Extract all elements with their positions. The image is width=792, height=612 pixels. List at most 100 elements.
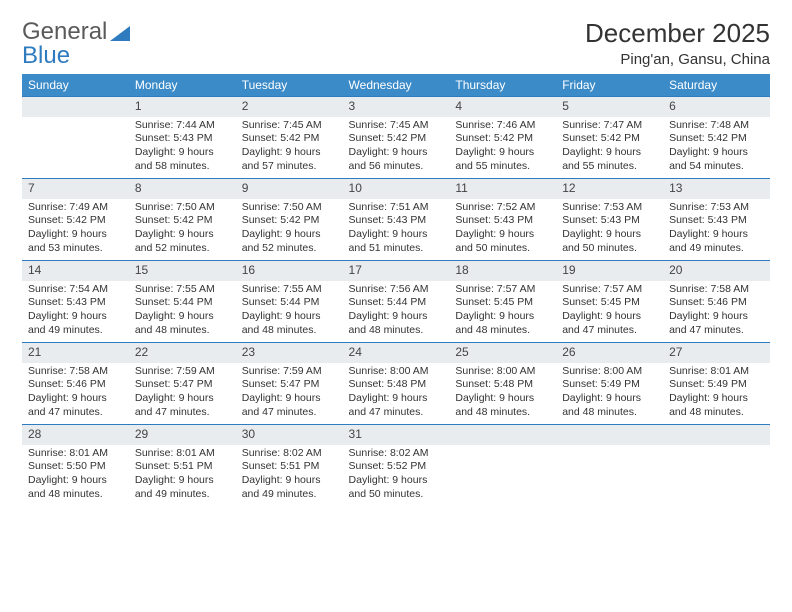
- sunrise-text: Sunrise: 7:55 AM: [135, 283, 230, 297]
- daylight-text: Daylight: 9 hours and 55 minutes.: [562, 146, 657, 173]
- sunrise-text: Sunrise: 8:01 AM: [669, 365, 764, 379]
- day-number: 18: [449, 260, 556, 281]
- day-header-row: Sunday Monday Tuesday Wednesday Thursday…: [22, 74, 770, 96]
- day-body: Sunrise: 7:53 AMSunset: 5:43 PMDaylight:…: [556, 199, 663, 260]
- sunrise-text: Sunrise: 7:45 AM: [242, 119, 337, 133]
- sunset-text: Sunset: 5:46 PM: [669, 296, 764, 310]
- day-number: 3: [343, 96, 450, 117]
- sunset-text: Sunset: 5:42 PM: [349, 132, 444, 146]
- day-number: 17: [343, 260, 450, 281]
- sunrise-text: Sunrise: 8:00 AM: [349, 365, 444, 379]
- daylight-text: Daylight: 9 hours and 48 minutes.: [455, 310, 550, 337]
- sunrise-text: Sunrise: 7:53 AM: [562, 201, 657, 215]
- sunrise-text: Sunrise: 7:44 AM: [135, 119, 230, 133]
- sunrise-text: Sunrise: 7:51 AM: [349, 201, 444, 215]
- day-header: Wednesday: [343, 74, 450, 96]
- calendar-day-cell: 13Sunrise: 7:53 AMSunset: 5:43 PMDayligh…: [663, 178, 770, 260]
- day-number: 16: [236, 260, 343, 281]
- sunset-text: Sunset: 5:42 PM: [562, 132, 657, 146]
- calendar-day-cell: 8Sunrise: 7:50 AMSunset: 5:42 PMDaylight…: [129, 178, 236, 260]
- day-number: 23: [236, 342, 343, 363]
- calendar-day-cell: 30 Sunrise: 8:02 AMSunset: 5:51 PMDayligh…: [236, 424, 343, 506]
- day-body: Sunrise: 7:45 AMSunset: 5:42 PMDaylight:…: [236, 117, 343, 178]
- daylight-text: Daylight: 9 hours and 50 minutes.: [349, 474, 444, 501]
- calendar-day-cell: 12Sunrise: 7:53 AMSunset: 5:43 PMDayligh…: [556, 178, 663, 260]
- sunset-text: Sunset: 5:42 PM: [28, 214, 123, 228]
- day-number: 27: [663, 342, 770, 363]
- daylight-text: Daylight: 9 hours and 47 minutes.: [135, 392, 230, 419]
- sunrise-text: Sunrise: 7:47 AM: [562, 119, 657, 133]
- day-body: Sunrise: 8:01 AMSunset: 5:51 PMDaylight:…: [129, 445, 236, 506]
- daylight-text: Daylight: 9 hours and 49 minutes.: [242, 474, 337, 501]
- day-body: Sunrise: 7:48 AMSunset: 5:42 PMDaylight:…: [663, 117, 770, 178]
- sunset-text: Sunset: 5:51 PM: [242, 460, 337, 474]
- daylight-text: Daylight: 9 hours and 48 minutes.: [135, 310, 230, 337]
- sunrise-text: Sunrise: 8:01 AM: [28, 447, 123, 461]
- sunset-text: Sunset: 5:47 PM: [135, 378, 230, 392]
- day-number: 9: [236, 178, 343, 199]
- daylight-text: Daylight: 9 hours and 56 minutes.: [349, 146, 444, 173]
- sunset-text: Sunset: 5:46 PM: [28, 378, 123, 392]
- day-body: Sunrise: 7:47 AMSunset: 5:42 PMDaylight:…: [556, 117, 663, 178]
- sunset-text: Sunset: 5:43 PM: [669, 214, 764, 228]
- daylight-text: Daylight: 9 hours and 49 minutes.: [669, 228, 764, 255]
- day-number: 30: [236, 424, 343, 445]
- daylight-text: Daylight: 9 hours and 50 minutes.: [455, 228, 550, 255]
- calendar-day-cell: 1Sunrise: 7:44 AMSunset: 5:43 PMDaylight…: [129, 96, 236, 178]
- day-number: 11: [449, 178, 556, 199]
- day-header: Saturday: [663, 74, 770, 96]
- day-body: Sunrise: 8:02 AMSunset: 5:52 PMDaylight:…: [343, 445, 450, 506]
- calendar-day-cell: 5Sunrise: 7:47 AMSunset: 5:42 PMDaylight…: [556, 96, 663, 178]
- header: General December 2025 Ping'an, Gansu, Ch…: [22, 18, 770, 68]
- day-body: Sunrise: 8:00 AMSunset: 5:49 PMDaylight:…: [556, 363, 663, 424]
- day-number: 5: [556, 96, 663, 117]
- day-body: Sunrise: 7:55 AMSunset: 5:44 PMDaylight:…: [129, 281, 236, 342]
- daylight-text: Daylight: 9 hours and 47 minutes.: [669, 310, 764, 337]
- day-body: Sunrise: 7:44 AMSunset: 5:43 PMDaylight:…: [129, 117, 236, 178]
- sunrise-text: Sunrise: 7:58 AM: [669, 283, 764, 297]
- sunset-text: Sunset: 5:44 PM: [349, 296, 444, 310]
- sunrise-text: Sunrise: 7:55 AM: [242, 283, 337, 297]
- calendar-day-cell: 27Sunrise: 8:01 AMSunset: 5:49 PMDayligh…: [663, 342, 770, 424]
- daylight-text: Daylight: 9 hours and 49 minutes.: [135, 474, 230, 501]
- calendar-day-cell: 26Sunrise: 8:00 AMSunset: 5:49 PMDayligh…: [556, 342, 663, 424]
- sunset-text: Sunset: 5:43 PM: [349, 214, 444, 228]
- calendar-day-cell: 22Sunrise: 7:59 AMSunset: 5:47 PMDayligh…: [129, 342, 236, 424]
- day-header: Sunday: [22, 74, 129, 96]
- sunrise-text: Sunrise: 7:58 AM: [28, 365, 123, 379]
- sunset-text: Sunset: 5:45 PM: [455, 296, 550, 310]
- day-number: 22: [129, 342, 236, 363]
- calendar-day-cell: 20Sunrise: 7:58 AMSunset: 5:46 PMDayligh…: [663, 260, 770, 342]
- sunrise-text: Sunrise: 7:52 AM: [455, 201, 550, 215]
- calendar-day-cell: 17Sunrise: 7:56 AMSunset: 5:44 PMDayligh…: [343, 260, 450, 342]
- day-number: 26: [556, 342, 663, 363]
- sunrise-text: Sunrise: 7:46 AM: [455, 119, 550, 133]
- day-body: Sunrise: 7:54 AMSunset: 5:43 PMDaylight:…: [22, 281, 129, 342]
- calendar-day-cell: 29Sunrise: 8:01 AMSunset: 5:51 PMDayligh…: [129, 424, 236, 506]
- sunrise-text: Sunrise: 8:02 AM: [242, 447, 337, 461]
- sunset-text: Sunset: 5:42 PM: [669, 132, 764, 146]
- day-number: 31: [343, 424, 450, 445]
- calendar-day-cell: 28Sunrise: 8:01 AMSunset: 5:50 PMDayligh…: [22, 424, 129, 506]
- daylight-text: Daylight: 9 hours and 47 minutes.: [242, 392, 337, 419]
- calendar-day-cell: 15Sunrise: 7:55 AMSunset: 5:44 PMDayligh…: [129, 260, 236, 342]
- sunrise-text: Sunrise: 7:53 AM: [669, 201, 764, 215]
- day-header: Tuesday: [236, 74, 343, 96]
- day-number: [22, 96, 129, 117]
- calendar-day-cell: 19Sunrise: 7:57 AMSunset: 5:45 PMDayligh…: [556, 260, 663, 342]
- day-number: 12: [556, 178, 663, 199]
- daylight-text: Daylight: 9 hours and 53 minutes.: [28, 228, 123, 255]
- sunset-text: Sunset: 5:42 PM: [242, 132, 337, 146]
- day-header: Thursday: [449, 74, 556, 96]
- brand-part2: Blue: [22, 42, 70, 70]
- calendar-day-cell: 21Sunrise: 7:58 AMSunset: 5:46 PMDayligh…: [22, 342, 129, 424]
- sunrise-text: Sunrise: 7:54 AM: [28, 283, 123, 297]
- calendar-day-cell: 3Sunrise: 7:45 AMSunset: 5:42 PMDaylight…: [343, 96, 450, 178]
- sunset-text: Sunset: 5:42 PM: [455, 132, 550, 146]
- day-number: [556, 424, 663, 445]
- calendar-week-row: 7Sunrise: 7:49 AMSunset: 5:42 PMDaylight…: [22, 178, 770, 260]
- day-body: Sunrise: 7:59 AMSunset: 5:47 PMDaylight:…: [236, 363, 343, 424]
- day-number: 4: [449, 96, 556, 117]
- day-body: Sunrise: 7:53 AMSunset: 5:43 PMDaylight:…: [663, 199, 770, 260]
- title-block: December 2025 Ping'an, Gansu, China: [585, 18, 770, 68]
